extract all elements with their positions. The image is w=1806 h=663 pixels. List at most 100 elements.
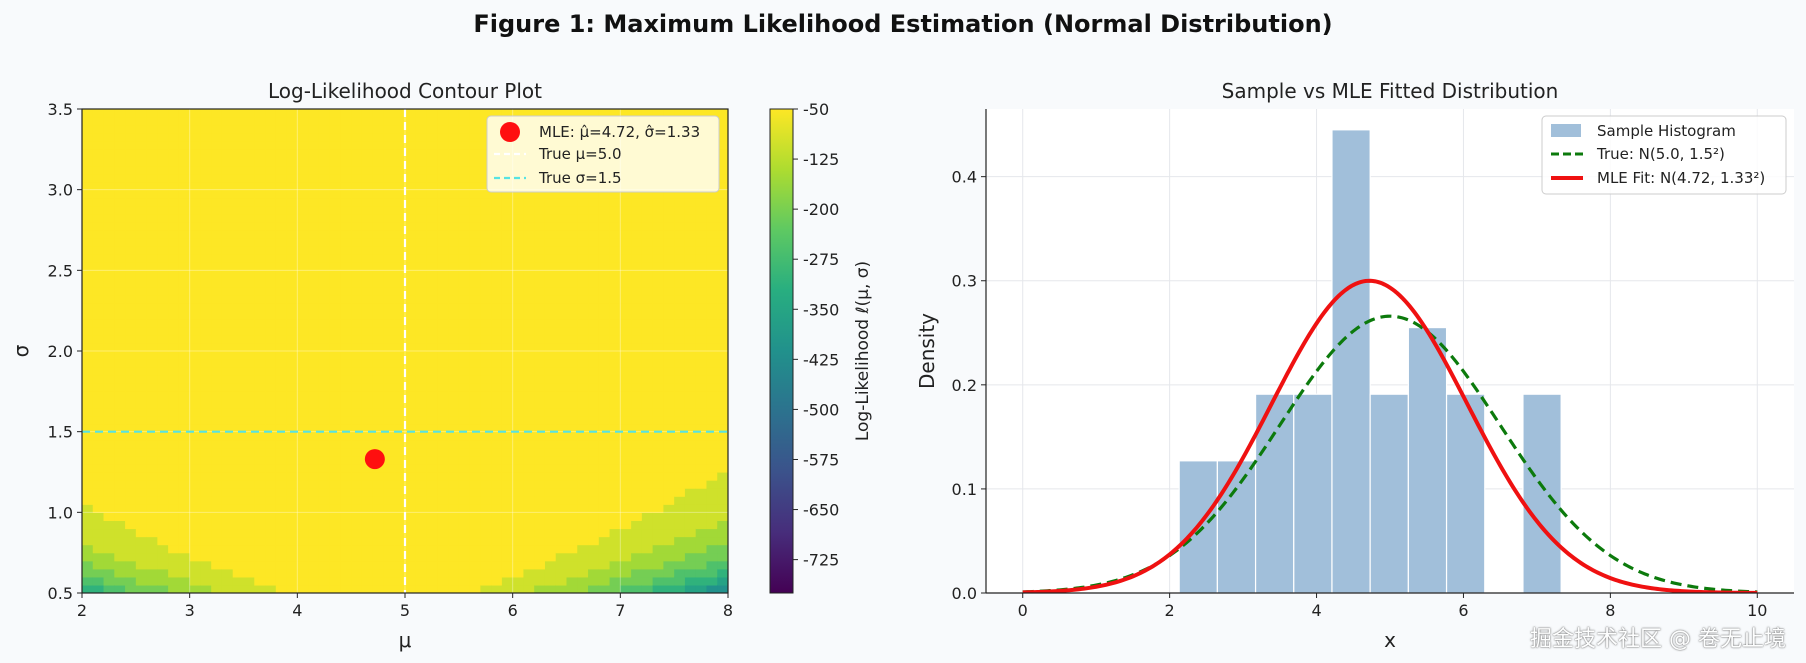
heatmap-cell: [491, 326, 503, 336]
heatmap-cell: [286, 286, 298, 296]
heatmap-cell: [534, 584, 546, 593]
heatmap-cell: [329, 536, 341, 546]
heatmap-cell: [168, 213, 180, 223]
heatmap-cell: [566, 254, 578, 263]
heatmap-cell: [609, 359, 621, 368]
heatmap-cell: [254, 238, 266, 247]
heatmap-cell: [695, 544, 708, 554]
heatmap-cell: [146, 383, 158, 392]
heatmap-cell: [415, 415, 428, 425]
heatmap-cell: [609, 334, 621, 344]
heatmap-cell: [426, 584, 438, 593]
heatmap-cell: [383, 278, 395, 288]
heatmap-cell: [684, 189, 697, 199]
heatmap-cell: [329, 367, 341, 376]
heatmap-cell: [114, 221, 126, 231]
heatmap-cell: [405, 157, 417, 167]
heatmap-cell: [717, 141, 728, 150]
heatmap-cell: [501, 310, 514, 320]
heatmap-cell: [351, 294, 363, 304]
heatmap-cell: [82, 294, 94, 304]
heatmap-cell: [361, 246, 374, 255]
heatmap-cell: [620, 568, 632, 578]
heatmap-cell: [221, 181, 234, 191]
heatmap-cell: [631, 109, 643, 118]
heatmap-cell: [437, 318, 449, 328]
heatmap-cell: [695, 254, 708, 263]
heatmap-cell: [577, 560, 589, 570]
heatmap-cell: [157, 528, 169, 538]
heatmap-cell: [178, 407, 191, 417]
heatmap-cell: [329, 439, 341, 449]
heatmap-cell: [405, 431, 417, 441]
heatmap-cell: [254, 334, 266, 344]
heatmap-cell: [394, 117, 406, 126]
heatmap-cell: [157, 221, 169, 231]
heatmap-cell: [351, 528, 363, 538]
heatmap-cell: [265, 238, 277, 247]
heatmap-cell: [221, 504, 234, 513]
heatmap-cell: [469, 278, 481, 288]
heatmap-cell: [501, 254, 514, 263]
heatmap-cell: [501, 552, 514, 562]
heatmap-cell: [351, 407, 363, 417]
heatmap-cell: [351, 552, 363, 562]
heatmap-cell: [340, 544, 352, 554]
heatmap-cell: [458, 480, 471, 489]
heatmap-cell: [168, 488, 180, 497]
heatmap-cell: [383, 431, 395, 441]
heatmap-cell: [588, 334, 600, 344]
histogram-bar: [1369, 393, 1409, 593]
heatmap-cell: [577, 447, 589, 457]
heatmap-cell: [318, 109, 331, 118]
heatmap-cell: [243, 552, 255, 562]
heatmap-cell: [501, 480, 514, 489]
heatmap-cell: [103, 488, 115, 497]
heatmap-cell: [92, 455, 105, 465]
heatmap-cell: [620, 463, 632, 473]
heatmap-cell: [469, 351, 481, 360]
heatmap-cell: [652, 463, 664, 473]
heatmap-cell: [297, 560, 309, 570]
heatmap-cell: [135, 205, 148, 215]
heatmap-cell: [448, 423, 460, 433]
heatmap-cell: [114, 552, 126, 562]
heatmap-cell: [114, 367, 126, 376]
heatmap-cell: [458, 472, 471, 481]
heatmap-cell: [125, 342, 137, 352]
heatmap-cell: [512, 439, 525, 449]
heatmap-cell: [243, 447, 255, 457]
heatmap-cell: [469, 463, 481, 473]
heatmap-cell: [232, 230, 245, 239]
heatmap-cell: [286, 149, 298, 158]
heatmap-cell: [598, 359, 611, 368]
heatmap-cell: [178, 173, 191, 183]
heatmap-cell: [178, 246, 191, 255]
heatmap-cell: [523, 584, 535, 593]
heatmap-cell: [448, 189, 460, 199]
heatmap-cell: [340, 496, 352, 505]
heatmap-cell: [588, 480, 600, 489]
heatmap-cell: [501, 318, 514, 328]
heatmap-cell: [114, 359, 126, 368]
heatmap-cell: [329, 173, 341, 183]
heatmap-cell: [491, 455, 503, 465]
heatmap-cell: [351, 415, 363, 425]
heatmap-cell: [157, 552, 169, 562]
heatmap-cell: [448, 141, 460, 150]
heatmap-cell: [103, 472, 115, 481]
heatmap-cell: [706, 584, 718, 593]
heatmap-cell: [200, 294, 212, 304]
heatmap-cell: [297, 181, 309, 191]
heatmap-cell: [631, 359, 643, 368]
heatmap-cell: [394, 141, 406, 150]
heatmap-cell: [103, 342, 115, 352]
heatmap-cell: [448, 326, 460, 336]
heatmap-cell: [501, 447, 514, 457]
heatmap-cell: [383, 181, 395, 191]
heatmap-cell: [221, 173, 234, 183]
heatmap-cell: [82, 383, 94, 392]
heatmap-cell: [178, 302, 191, 312]
heatmap-cell: [178, 463, 191, 473]
heatmap-cell: [609, 318, 621, 328]
